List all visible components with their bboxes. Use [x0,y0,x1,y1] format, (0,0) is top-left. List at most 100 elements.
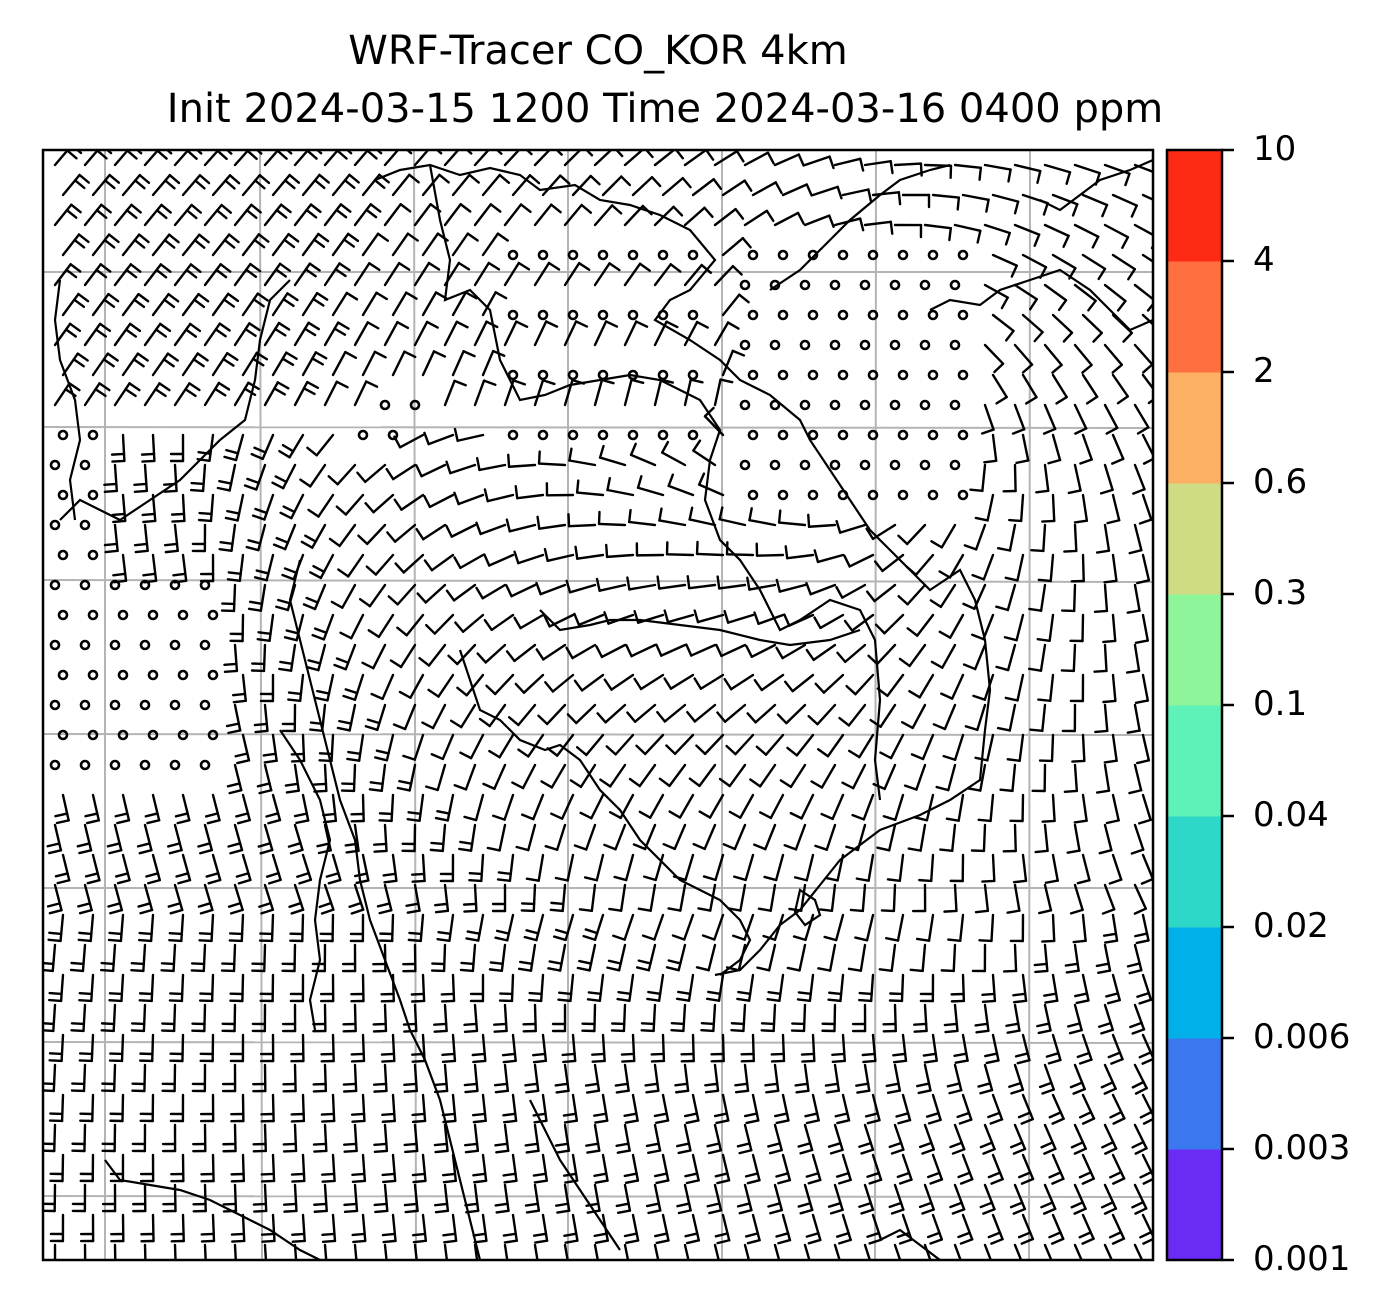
wind-barb [596,703,627,724]
wind-barb [857,973,875,1003]
wind-barb [163,523,179,554]
wind-barb [907,823,927,852]
wind-barb [674,1063,690,1094]
wind-barb [525,853,545,882]
calm-marker [889,339,901,351]
wind-barb [865,583,897,603]
wind-barb [755,542,785,557]
wind-barb [805,581,837,596]
wind-barb [949,1123,966,1155]
wind-barb [926,1213,944,1245]
wind-barb [923,223,953,242]
calm-marker [199,579,211,591]
wind-barb [593,1243,600,1260]
wind-barb [473,379,497,407]
wind-barb [623,262,652,287]
wind-barb [730,1003,747,1033]
wind-barb [827,1183,844,1215]
wind-barb [160,943,177,973]
wind-barb [322,793,338,824]
calm-marker [927,249,939,261]
wind-barb [191,523,207,553]
wind-barb [531,1033,548,1064]
wind-barb [714,1213,731,1245]
wind-barb [665,541,695,557]
wind-barb [235,793,251,825]
wind-barb [223,643,239,674]
wind-barb [641,913,665,941]
wind-barb [265,793,282,825]
calm-marker [927,369,939,381]
wind-barb [282,1183,298,1213]
wind-barb [599,763,627,788]
wind-barb [252,1063,267,1093]
wind-barb [433,1183,450,1214]
calm-marker [49,459,61,471]
wind-barb [353,150,383,167]
wind-barb [721,293,750,317]
wind-barb [151,352,179,377]
calm-marker [807,249,819,261]
calm-marker [957,489,969,501]
calm-marker [769,459,781,471]
wind-barb [151,173,181,197]
wind-barb [635,542,665,557]
wind-barb [353,853,370,885]
wind-barb [888,973,905,1003]
wind-barb [348,883,365,915]
wind-barb [574,545,605,560]
wind-barb [113,263,142,287]
wind-barb [974,883,990,914]
wind-barb [524,1183,541,1214]
wind-barb [836,643,867,664]
wind-barb [900,703,927,730]
calm-marker [747,249,759,261]
wind-barb [623,320,649,347]
colorbar-segment [1167,927,1222,1039]
wind-barb [922,1033,938,1064]
wind-barb [725,943,747,972]
wind-barb [863,159,894,175]
wind-barb [893,162,923,177]
calm-marker [769,399,781,411]
wind-barb [439,853,455,883]
wind-barb [581,1003,597,1033]
wind-barb [272,523,297,551]
wind-barb [173,263,202,287]
wind-barb [688,506,717,527]
wind-barb [752,823,777,851]
wind-barb [48,1093,65,1123]
wind-barb [1081,313,1103,343]
wind-barb [983,163,1012,183]
wind-barb [1141,373,1153,405]
wind-barb [1094,703,1109,734]
wind-barb [281,1003,297,1033]
wind-barb [61,352,89,377]
wind-barb [670,1003,687,1033]
wind-barb [886,853,905,883]
map-frame [41,148,1155,1262]
wind-barb [383,203,412,227]
wind-barb [486,823,507,852]
calm-marker [567,429,579,441]
wind-barb [615,1183,632,1214]
wind-barb [1070,1183,1087,1215]
calm-marker [739,399,751,411]
wind-barb [451,173,480,197]
wind-barb [271,463,297,490]
wind-barb [532,1153,549,1184]
wind-barb [464,1183,480,1214]
colorbar-tick-label: 2 [1253,351,1275,391]
wind-barb [337,553,365,578]
wind-barb [1129,1003,1146,1035]
colorbar-segment [1167,372,1222,484]
wind-barb [1044,853,1059,884]
wind-barb [843,613,875,632]
wind-barb [1047,433,1062,465]
wind-barb [813,549,845,564]
wind-barb [445,460,477,475]
wind-barb [824,853,845,882]
wind-barb [753,611,785,626]
wind-barb [1078,1093,1096,1125]
wind-barb [943,1003,959,1034]
